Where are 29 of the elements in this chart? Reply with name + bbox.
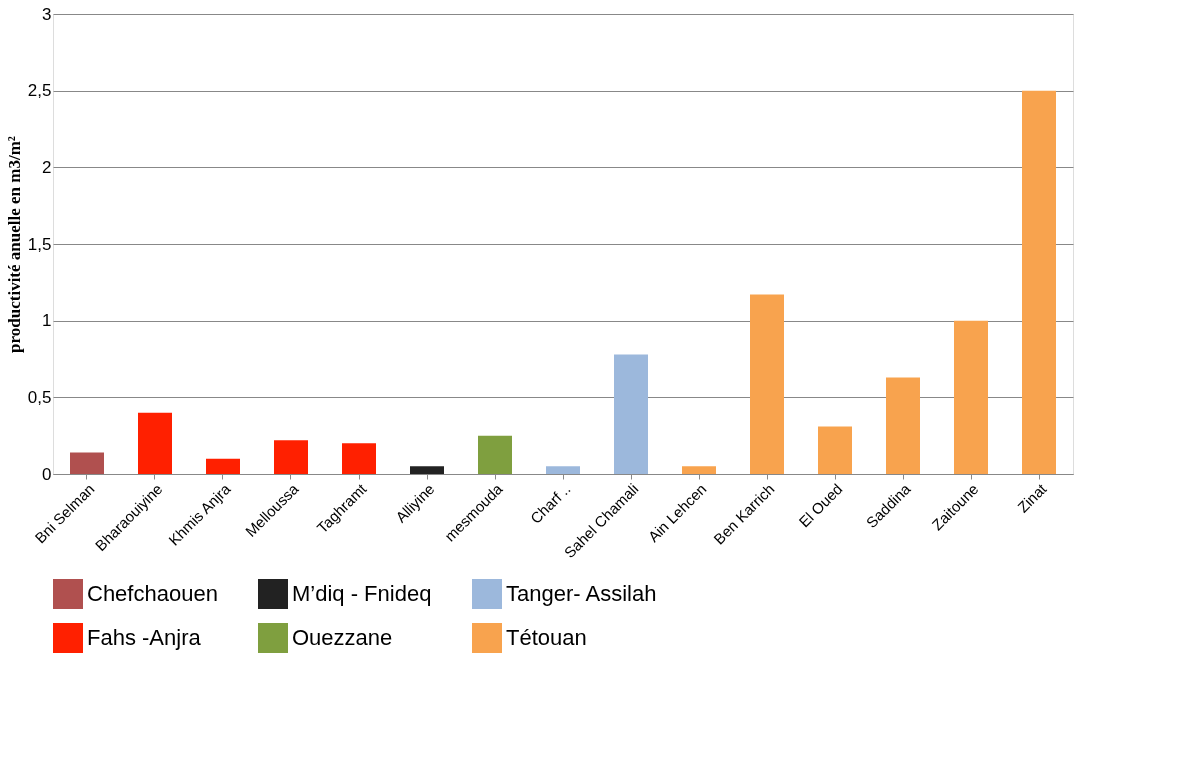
- y-tick-label: 3: [42, 4, 52, 24]
- bar: [818, 426, 852, 474]
- legend-label: Fahs -Anjra: [87, 625, 202, 650]
- bar: [1022, 90, 1056, 474]
- bar: [70, 452, 104, 474]
- y-tick-label: 0: [42, 464, 52, 484]
- y-tick-label: 0,5: [27, 387, 52, 407]
- legend-label: M’diq - Fnideq: [292, 581, 432, 606]
- bar: [206, 458, 240, 474]
- y-tick-label: 1,5: [27, 234, 52, 254]
- y-axis-title: productivité anuelle en m3/m²: [4, 136, 24, 353]
- y-tick-label: 1: [42, 311, 52, 331]
- bar: [546, 466, 580, 474]
- legend-label: Tétouan: [506, 625, 587, 650]
- bar: [478, 435, 512, 474]
- bar: [682, 466, 716, 474]
- bar: [138, 412, 172, 474]
- bar: [886, 377, 920, 474]
- bar: [410, 466, 444, 474]
- bar: [614, 354, 648, 474]
- bar: [274, 440, 308, 474]
- legend-label: Chefchaouen: [87, 581, 218, 606]
- bar: [750, 294, 784, 474]
- y-tick-label: 2: [42, 157, 52, 177]
- bar: [342, 443, 376, 474]
- y-tick-label: 2,5: [27, 81, 52, 101]
- bar: [954, 320, 988, 474]
- legend-label: Ouezzane: [292, 625, 393, 650]
- legend-label: Tanger- Assilah: [506, 581, 657, 606]
